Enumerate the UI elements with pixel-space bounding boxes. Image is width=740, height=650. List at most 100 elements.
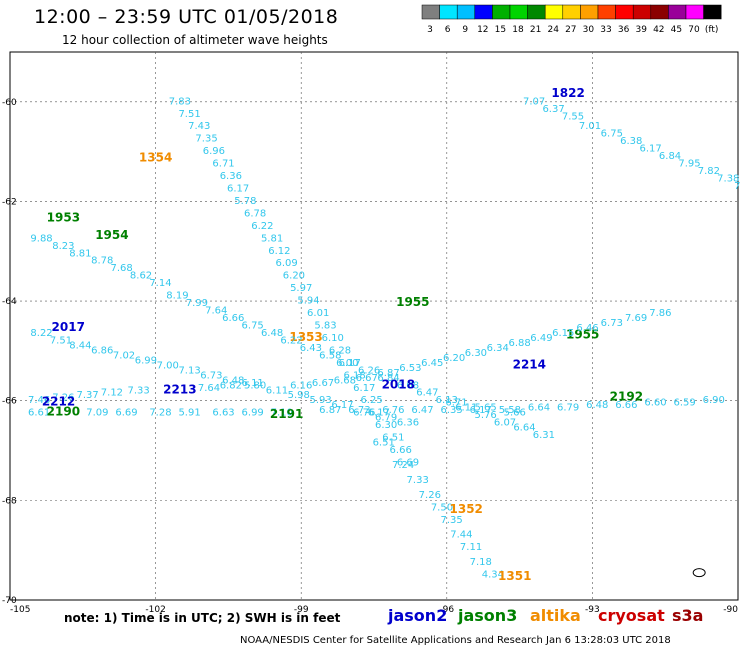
wave-height-value: 7.33: [407, 475, 429, 486]
wave-height-value: 6.76: [353, 408, 375, 419]
wave-height-value: 6.09: [276, 258, 298, 269]
pass-time-label: 1352: [450, 502, 483, 516]
scale-tick: 9: [462, 25, 468, 35]
scale-tick: 18: [512, 25, 524, 35]
wave-height-value: 6.51: [373, 438, 395, 449]
wave-height-value: 7.38: [717, 174, 739, 185]
wave-height-value: 6.58: [319, 350, 341, 361]
wave-height-value: 6.90: [703, 395, 725, 406]
wave-height-value: 6.66: [390, 445, 412, 456]
island-outline: [692, 568, 706, 578]
wave-height-value: 6.30: [375, 420, 397, 431]
wave-height-value: 7.44: [450, 530, 472, 541]
lat-label: -64: [2, 297, 17, 307]
lon-label: -90: [723, 605, 738, 615]
wave-height-value: 8.22: [30, 328, 52, 339]
scale-tick: 21: [530, 25, 541, 35]
wave-height-value: 6.11: [266, 385, 288, 396]
wave-height-value: 6.84: [377, 373, 399, 384]
wave-height-value: 6.16: [290, 380, 312, 391]
wave-height-value: 7.55: [562, 111, 584, 122]
map-title: 12:00 – 23:59 UTC 01/05/2018: [34, 6, 339, 28]
lat-label: -62: [2, 197, 17, 207]
wave-height-value: 6.36: [397, 418, 419, 429]
wave-height-value: 6.34: [487, 343, 509, 354]
lat-label: -70: [2, 596, 17, 606]
wave-height-value: 7.09: [86, 408, 108, 419]
wave-height-value: 8.44: [69, 340, 91, 351]
scale-tick: 15: [495, 25, 506, 35]
wave-height-value: 6.88: [508, 338, 530, 349]
pass-time-label: 1353: [289, 330, 322, 344]
wave-height-value: 7.12: [101, 388, 123, 399]
wave-height-value: 7.11: [460, 542, 482, 553]
wave-height-value: 7.37: [77, 390, 99, 401]
wave-height-value: 6.17: [640, 144, 662, 155]
scale-tick: 36: [618, 25, 630, 35]
wave-height-value: 6.51: [382, 433, 404, 444]
pass-time-label: 1354: [139, 151, 172, 165]
wave-height-value: 6.53: [399, 363, 421, 374]
wave-height-value: 6.87: [377, 368, 399, 379]
wave-height-value: 5.78: [234, 196, 256, 207]
wave-height-value: 6.69: [397, 457, 419, 468]
wave-height-value: 7.50: [431, 502, 453, 513]
wave-height-value: 8.81: [69, 248, 91, 259]
scale-tick: 70: [688, 25, 700, 35]
wave-height-value: 6.71: [212, 159, 234, 170]
wave-height-value: 6.37: [542, 104, 564, 115]
wave-height-value: 5.65: [474, 403, 496, 414]
wave-height-value: 6.01: [307, 308, 329, 319]
wave-height-value: 6.73: [601, 318, 623, 329]
wave-height-value: 6.48: [261, 328, 283, 339]
lon-label: -105: [10, 605, 30, 615]
wave-height-value: 7.86: [649, 308, 671, 319]
pass-time-label: 2018: [382, 377, 415, 391]
wave-height-value: 8.62: [130, 271, 152, 282]
wave-height-value: 6.75: [242, 320, 264, 331]
wave-height-value: 6.17: [353, 383, 375, 394]
wave-height-value: 5.76: [474, 410, 496, 421]
scale-tick: 30: [583, 25, 595, 35]
wave-height-value: 6.26: [358, 365, 380, 376]
wave-height-value: 6.64: [513, 423, 535, 434]
wave-height-value: 7.02: [113, 350, 135, 361]
wave-height-value: 6.20: [283, 271, 305, 282]
wave-height-value: 7.13: [178, 365, 200, 376]
wave-height-value: 7.64: [205, 306, 227, 317]
wave-height-value: 7.82: [698, 166, 720, 177]
wave-height-value: 6.47: [416, 388, 438, 399]
wave-height-value: 6.84: [659, 151, 681, 162]
pass-time-label: 2017: [52, 320, 85, 334]
wave-height-value: 6.22: [251, 221, 273, 232]
wave-height-value: 6.35: [441, 405, 463, 416]
wave-height-value: 6.17: [331, 400, 353, 411]
wave-height-value: 6.79: [557, 403, 579, 414]
wave-height-value: 6.87: [319, 405, 341, 416]
wave-height-value: 6.45: [421, 358, 443, 369]
wave-height-value: 6.25: [360, 395, 382, 406]
lon-label: -93: [585, 605, 600, 615]
wave-height-value: 5.81: [261, 233, 283, 244]
wave-height-value: 6.43: [300, 343, 322, 354]
wave-height-value: 7.51: [50, 335, 72, 346]
wave-height-value: 6.08: [397, 380, 419, 391]
wave-height-value: 6.17: [339, 358, 361, 369]
lon-label: -99: [294, 605, 309, 615]
scale-tick: 39: [635, 25, 647, 35]
pass-time-label: 2212: [42, 395, 75, 409]
legend-altika: altika: [530, 606, 581, 625]
pass-time-label: 1351: [498, 569, 531, 583]
wave-height-value: 7.33: [127, 385, 149, 396]
pass-time-label: 2191: [270, 407, 303, 421]
wave-height-value: 7.46: [28, 395, 50, 406]
wave-height-value: 7.83: [169, 96, 191, 107]
wave-height-value: 6.11: [242, 378, 264, 389]
scale-tick: 33: [600, 25, 611, 35]
wave-height-value: 7.01: [579, 121, 601, 132]
pass-time-label: 1955: [396, 295, 429, 309]
wave-height-value: 6.10: [322, 333, 344, 344]
wave-height-value: 6.17: [470, 405, 492, 416]
wave-height-value: 6.30: [465, 348, 487, 359]
